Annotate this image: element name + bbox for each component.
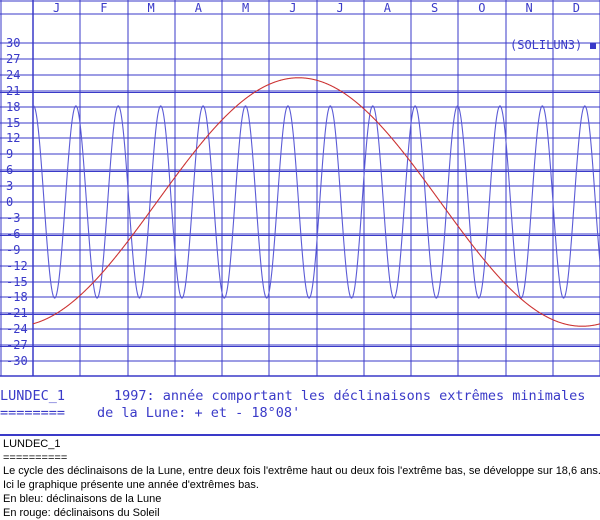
desc-line3: En bleu: déclinaisons de la Lune [3, 492, 162, 505]
month-label: J [53, 1, 60, 15]
desc-underline: ========== [3, 451, 68, 464]
month-label: F [100, 1, 107, 15]
y-tick-label: 0 [6, 195, 13, 209]
info-line2: de la Lune: + et - 18°08' [97, 405, 301, 421]
chart-grid [0, 0, 600, 377]
sun-declination-curve [32, 77, 600, 327]
info-line1: 1997: année comportant les déclinaisons … [114, 388, 586, 404]
declination-chart: 302724211815129630-3-6-9-12-15-18-21-24-… [0, 0, 600, 377]
y-tick-label: 9 [6, 147, 13, 161]
month-label: N [526, 1, 533, 15]
info-panel: LUNDEC_1 ======== 1997: année comportant… [0, 380, 600, 436]
y-tick-label: -21 [6, 306, 28, 320]
y-tick-label: -12 [6, 259, 28, 273]
description: LUNDEC_1 ========== Le cycle des déclina… [3, 438, 600, 520]
y-tick-label: 12 [6, 131, 20, 145]
y-tick-label: -24 [6, 322, 28, 336]
y-tick-label: 27 [6, 52, 20, 66]
y-axis-labels: 302724211815129630-3-6-9-12-15-18-21-24-… [6, 36, 28, 368]
month-label: J [289, 1, 296, 15]
desc-line2: Ici le graphique présente une année d'ex… [3, 479, 259, 492]
y-tick-label: 3 [6, 179, 13, 193]
month-label: M [242, 1, 249, 15]
month-label: A [195, 1, 203, 15]
y-tick-label: -9 [6, 243, 20, 257]
desc-line4: En rouge: déclinaisons du Soleil [3, 506, 160, 519]
month-label: D [573, 1, 580, 15]
y-tick-label: 15 [6, 116, 20, 130]
y-tick-label: -18 [6, 290, 28, 304]
month-label: A [384, 1, 392, 15]
y-tick-label: 21 [6, 84, 20, 98]
month-label: J [337, 1, 344, 15]
y-tick-label: -6 [6, 227, 20, 241]
y-tick-label: 18 [6, 100, 20, 114]
desc-line1: Le cycle des déclinaisons de la Lune, en… [3, 465, 600, 478]
y-tick-label: 24 [6, 68, 20, 82]
moon-declination-curve [32, 105, 600, 299]
chart-tag: (SOLILUN3) [510, 38, 582, 52]
month-label: O [478, 1, 485, 15]
info-underline: ======== [0, 405, 66, 421]
y-tick-label: 30 [6, 36, 20, 50]
info-code: LUNDEC_1 [0, 388, 66, 404]
chart-curves [32, 77, 600, 327]
month-label: S [431, 1, 438, 15]
y-tick-label: 6 [6, 163, 13, 177]
info-bottom-rule [0, 434, 600, 436]
tag-cursor [590, 43, 596, 49]
desc-title: LUNDEC_1 [3, 438, 61, 450]
y-tick-label: -3 [6, 211, 20, 225]
y-tick-label: -15 [6, 275, 28, 289]
y-tick-label: -30 [6, 354, 28, 368]
month-label: M [148, 1, 155, 15]
y-tick-label: -27 [6, 338, 28, 352]
